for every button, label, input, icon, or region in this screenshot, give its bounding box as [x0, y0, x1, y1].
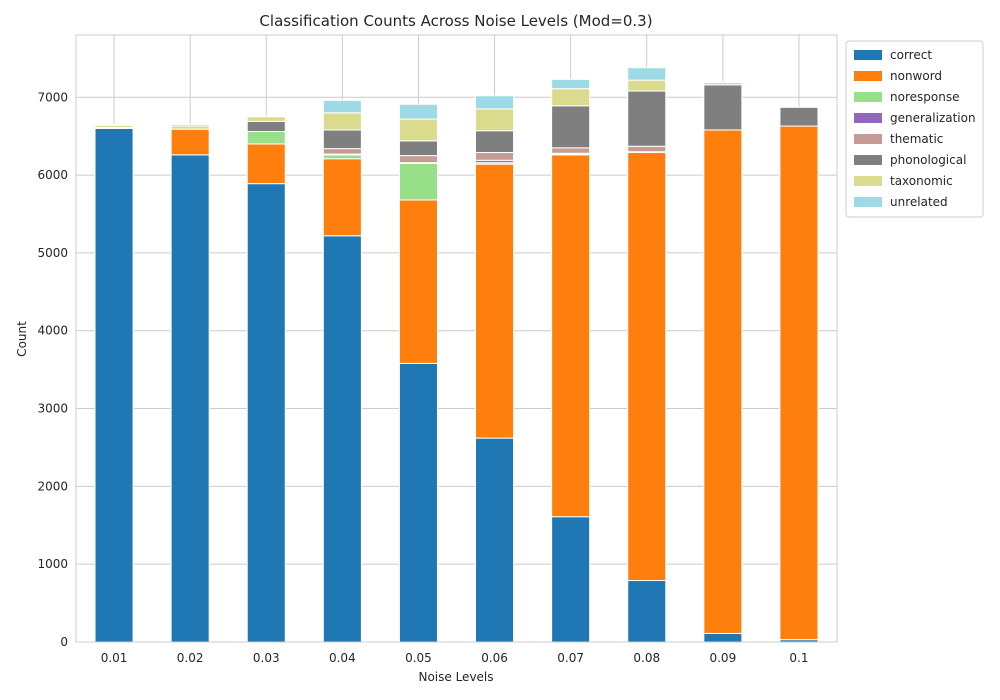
- bar-segment-thematic: [627, 145, 667, 153]
- legend-swatch: [854, 176, 882, 186]
- bar-segment-unrelated: [703, 81, 743, 83]
- bar-segment-correct: [94, 127, 134, 643]
- bar-segment-nonword: [322, 158, 362, 237]
- bar-segment-unrelated: [551, 78, 591, 90]
- bar-segment-unrelated: [94, 123, 134, 126]
- bar-segment-unrelated: [475, 95, 515, 110]
- legend-label: noresponse: [890, 90, 959, 104]
- y-axis-label: Count: [15, 321, 29, 357]
- bar-segment-correct: [398, 362, 438, 643]
- bars: [94, 67, 819, 643]
- bar-segment-correct: [246, 183, 286, 643]
- x-tick-label: 0.08: [633, 651, 660, 665]
- legend-label: phonological: [890, 153, 966, 167]
- legend-swatch: [854, 155, 882, 165]
- legend-box: [845, 40, 984, 218]
- bar-segment-correct: [322, 235, 362, 643]
- bar-segment-unrelated: [170, 123, 210, 127]
- chart-title: Classification Counts Across Noise Level…: [259, 12, 652, 30]
- y-tick-label: 6000: [37, 168, 68, 182]
- legend-swatch: [854, 50, 882, 60]
- x-tick-label: 0.09: [709, 651, 736, 665]
- legend-swatch: [854, 113, 882, 123]
- x-tick-label: 0.03: [253, 651, 280, 665]
- y-tick-label: 4000: [37, 324, 68, 338]
- x-tick-label: 0.1: [789, 651, 808, 665]
- bar-segment-phonological: [246, 120, 286, 132]
- plot-frame: [75, 34, 838, 643]
- bar-segment-correct: [551, 516, 591, 643]
- x-tick-label: 0.07: [557, 651, 584, 665]
- legend-label: unrelated: [890, 195, 948, 209]
- bar-segment-nonword: [703, 129, 743, 634]
- legend: correct nonword noresponse generalization th…: [845, 40, 984, 218]
- x-axis-label: Noise Levels: [418, 670, 493, 684]
- y-tick-label: 0: [60, 635, 68, 649]
- bar-segment-nonword: [475, 163, 515, 439]
- y-tick-label: 5000: [37, 246, 68, 260]
- bar-segment-noresponse: [246, 130, 286, 145]
- bar-segment-phonological: [398, 140, 438, 157]
- x-tick-label: 0.06: [481, 651, 508, 665]
- legend-swatch: [854, 92, 882, 102]
- bar-segment-nonword: [627, 152, 667, 582]
- x-tick-label: 0.04: [329, 651, 356, 665]
- bar-segment-taxonomic: [246, 116, 286, 122]
- bar-segment-taxonomic: [398, 118, 438, 142]
- y-tick-label: 7000: [37, 90, 68, 104]
- bar-segment-correct: [627, 580, 667, 643]
- x-tick-label: 0.01: [101, 651, 128, 665]
- bar-segment-nonword: [779, 125, 819, 641]
- bar-segment-correct: [475, 437, 515, 643]
- bar-segment-phonological: [551, 105, 591, 149]
- legend-label: taxonomic: [890, 174, 953, 188]
- legend-label: generalization: [890, 111, 976, 125]
- bar-segment-taxonomic: [322, 112, 362, 131]
- bar-segment-nonword: [170, 128, 210, 156]
- y-tick-label: 1000: [37, 557, 68, 571]
- x-tick-label: 0.05: [405, 651, 432, 665]
- bar-segment-unrelated: [398, 103, 438, 120]
- y-tick-label: 2000: [37, 479, 68, 493]
- bar-segment-taxonomic: [551, 88, 591, 107]
- legend-label: thematic: [890, 132, 943, 146]
- bar-segment-nonword: [551, 154, 591, 518]
- bar-segment-unrelated: [322, 99, 362, 114]
- bar-segment-noresponse: [398, 162, 438, 201]
- bar-segment-phonological: [627, 90, 667, 147]
- bar-segment-taxonomic: [475, 108, 515, 132]
- bar-segment-thematic: [551, 147, 591, 154]
- y-tick-label: 3000: [37, 402, 68, 416]
- bar-segment-taxonomic: [627, 79, 667, 92]
- bar-segment-correct: [170, 154, 210, 643]
- bar-segment-correct: [703, 632, 743, 643]
- bar-segment-phonological: [322, 129, 362, 150]
- x-tick-label: 0.02: [177, 651, 204, 665]
- bar-segment-unrelated: [627, 67, 667, 81]
- legend-swatch: [854, 71, 882, 81]
- legend-swatch: [854, 197, 882, 207]
- legend-label: correct: [890, 48, 932, 62]
- legend-swatch: [854, 134, 882, 144]
- bar-segment-nonword: [246, 143, 286, 185]
- bar-segment-thematic: [475, 152, 515, 161]
- legend-label: nonword: [890, 69, 942, 83]
- bar-segment-noresponse: [322, 154, 362, 160]
- bar-segment-phonological: [779, 106, 819, 127]
- bar-segment-unrelated: [246, 115, 286, 118]
- bar-segment-phonological: [703, 84, 743, 131]
- bar-segment-thematic: [322, 148, 362, 155]
- bar-segment-nonword: [398, 199, 438, 364]
- bar-segment-phonological: [475, 130, 515, 154]
- tick-labels: 0 1000 2000 3000 4000 5000 6000 7000 0.01 0.02 0.0…: [37, 90, 808, 665]
- bar-segment-thematic: [398, 155, 438, 164]
